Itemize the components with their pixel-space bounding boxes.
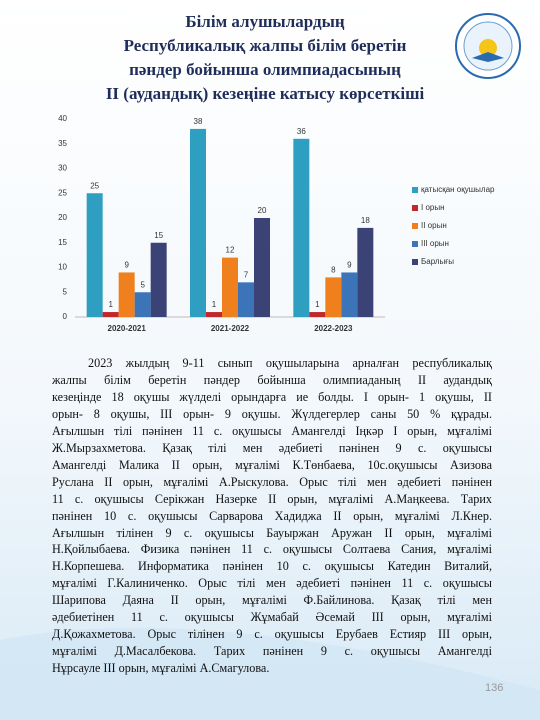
bar <box>150 242 167 317</box>
value-label: 8 <box>331 266 336 275</box>
text-line: Ағылшын тілінен 9 с. оқушысы Бауыржан Ар… <box>52 525 492 540</box>
value-label: 36 <box>297 127 306 136</box>
y-tick-label: 25 <box>58 188 67 197</box>
value-label: 25 <box>90 181 99 190</box>
text-line: мұғалімі Г.Калиниченко. Орыс тілі мен әд… <box>52 576 492 591</box>
wave <box>0 627 540 720</box>
value-label: 12 <box>226 246 235 255</box>
text-line: кезеңінде 18 оқушы жүлделі орындарға ие … <box>52 389 492 404</box>
legend-swatch <box>412 223 418 229</box>
y-tick-label: 5 <box>63 287 68 296</box>
bar <box>86 193 103 317</box>
value-label: 15 <box>154 231 163 240</box>
value-label: 9 <box>347 261 352 270</box>
x-tick-label: 2021-2022 <box>211 324 250 333</box>
bar <box>309 312 326 317</box>
y-tick-label: 15 <box>58 238 67 247</box>
text-line: жалпы білім беретін пәндер бойынша олимп… <box>52 372 492 387</box>
text-line: 11 с. оқушысы Серікжан Назерке ІІ орын, … <box>52 491 492 506</box>
value-label: 18 <box>361 216 370 225</box>
legend-swatch <box>412 205 418 211</box>
text-line: Д.Қожахметова. Орыс тілінен 9 с. оқушысы… <box>52 627 492 642</box>
y-tick-label: 40 <box>58 114 67 123</box>
value-label: 38 <box>194 117 203 126</box>
legend-label: қатысқан оқушылар <box>421 185 495 194</box>
bar <box>325 277 342 317</box>
y-tick-label: 35 <box>58 139 67 148</box>
value-label: 1 <box>315 300 320 309</box>
bar <box>190 128 206 317</box>
bar <box>341 272 358 317</box>
title: Білім алушылардың Республикалық жалпы біл… <box>60 10 470 106</box>
legend-swatch <box>412 241 418 247</box>
legend-swatch <box>412 259 418 265</box>
text-line: әдебиетінен 11 с. оқушысы Жұмабай Әсемай… <box>52 610 492 625</box>
bar <box>206 312 222 317</box>
paragraph: 2023 жылдың 9-11 сынып оқушыларына арнал… <box>52 355 492 677</box>
title-line: ІІ (аудандық) кезеңіне катысу көрсеткіші <box>105 84 425 103</box>
text-line: Ж.Мырзахметова. Қазақ тілі мен әдебиеті … <box>52 440 492 455</box>
y-tick-label: 0 <box>63 312 68 321</box>
text-line: Руслана ІІ орын, мұғалімі А.Рыскулова. О… <box>52 474 492 489</box>
x-tick-label: 2020-2021 <box>108 324 147 333</box>
y-tick-label: 20 <box>58 213 67 222</box>
value-label: 20 <box>258 206 267 215</box>
value-label: 5 <box>140 280 145 289</box>
legend-label: I орын <box>421 203 445 212</box>
page-number: 136 <box>485 682 504 694</box>
logo <box>455 13 521 79</box>
legend-label: III орын <box>421 239 449 248</box>
bar <box>254 218 270 317</box>
value-label: 7 <box>244 270 249 279</box>
title-line: Республикалық жалпы білім беретін <box>123 36 407 55</box>
bar <box>118 272 135 317</box>
text-line: пәнінен 10 с. оқушысы Сарварова Хадиджа … <box>52 508 492 523</box>
value-label: 1 <box>212 300 217 309</box>
text-line: орын- 8 оқушы, ІІІ орын- 9 оқушы. Жүлдег… <box>52 406 492 421</box>
text-line: Нұрсауле ІІІ орын, мұғалімі А.Смагулова. <box>52 661 270 676</box>
title-line: Білім алушылардың <box>185 12 345 31</box>
y-tick-label: 30 <box>58 164 67 173</box>
legend-label: Барлығы <box>421 257 454 266</box>
title-line: пәндер бойынша олимпиадасының <box>129 60 401 79</box>
bar <box>102 312 119 317</box>
text-line: Ағылшын тілі пәнінен 11 с. оқушысы Аманг… <box>52 423 492 438</box>
x-tick-label: 2022-2023 <box>314 324 353 333</box>
text-line: 2023 жылдың 9-11 сынып оқушыларына арнал… <box>88 356 492 370</box>
bar <box>134 292 151 317</box>
text-line: Шарипова Даяна ІІ орын, мұғалімі Ф.Байли… <box>52 593 492 608</box>
y-tick-label: 10 <box>58 263 67 272</box>
bar <box>293 138 310 317</box>
bar <box>238 282 254 317</box>
bar <box>357 227 374 317</box>
value-label: 1 <box>108 300 113 309</box>
text-line: мұғалімі Д.Масалбекова. Тарих пәнінен 9 … <box>52 644 492 659</box>
text-line: Н.Қойлыбаева. Физика пәнінен 11 с. оқушы… <box>52 542 492 557</box>
value-label: 9 <box>124 261 129 270</box>
legend-label: II орын <box>421 221 447 230</box>
bar <box>222 257 238 317</box>
text-line: Н.Корпешева. Информатика пәнінен 10 с. о… <box>52 559 492 574</box>
text-line: Амангелді Малика ІІ орын, мұғалімі К.Төн… <box>52 457 492 472</box>
legend-swatch <box>412 187 418 193</box>
